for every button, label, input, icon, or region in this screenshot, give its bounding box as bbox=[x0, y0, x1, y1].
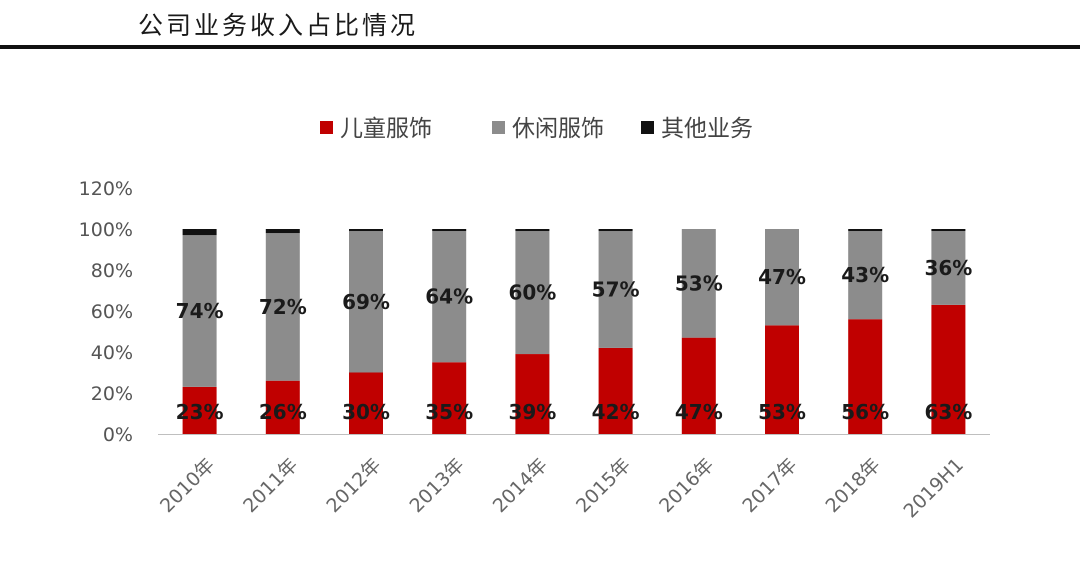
bar-segment bbox=[681, 229, 716, 338]
y-tick-label: 80% bbox=[91, 260, 133, 282]
data-label: 39% bbox=[508, 400, 556, 424]
data-label: 23% bbox=[176, 400, 224, 424]
bar-segment bbox=[598, 231, 633, 348]
data-label: 53% bbox=[758, 400, 806, 424]
y-axis: 0% 20% 40% 60% 80% 100% 120% bbox=[79, 178, 133, 446]
x-tick-label: 2013年 bbox=[406, 454, 469, 517]
bar-segment bbox=[515, 354, 550, 434]
data-label: 36% bbox=[924, 256, 972, 280]
x-axis: 2010年 2011年 2012年 2013年 2014年 2015年 2016年 2017年… bbox=[156, 434, 990, 522]
page-title: 公司业务收入占比情况 bbox=[138, 11, 419, 40]
data-label: 63% bbox=[924, 400, 972, 424]
data-label: 35% bbox=[425, 400, 473, 424]
data-label: 64% bbox=[425, 285, 473, 309]
bar-segment bbox=[349, 229, 383, 232]
bar-segment bbox=[182, 386, 217, 434]
bar-segment bbox=[765, 229, 799, 326]
bar-segment bbox=[265, 380, 300, 434]
bar-segment bbox=[265, 229, 300, 234]
bar-segment bbox=[598, 347, 633, 434]
bar-segment bbox=[432, 362, 467, 434]
data-label: 56% bbox=[841, 400, 889, 424]
y-tick-label: 40% bbox=[91, 342, 133, 364]
bar-segment bbox=[265, 233, 300, 381]
data-label: 74% bbox=[176, 299, 224, 323]
data-label: 47% bbox=[758, 265, 806, 289]
bar-segment bbox=[848, 319, 883, 434]
legend-swatch bbox=[492, 121, 505, 134]
bars bbox=[182, 229, 966, 434]
bar-segment bbox=[349, 372, 383, 434]
bar-segment bbox=[931, 304, 966, 434]
x-tick-label: 2019H1 bbox=[900, 454, 968, 522]
data-label: 72% bbox=[259, 295, 307, 319]
x-tick-label: 2016年 bbox=[655, 454, 718, 517]
bar-segment bbox=[765, 325, 799, 434]
data-label: 30% bbox=[342, 400, 390, 424]
bar-segment bbox=[598, 229, 633, 232]
bar-segment bbox=[432, 229, 467, 232]
legend-label: 其他业务 bbox=[661, 116, 753, 142]
x-tick-label: 2018年 bbox=[822, 454, 885, 517]
bar-segment bbox=[515, 229, 550, 232]
data-label: 47% bbox=[675, 400, 723, 424]
x-tick-label: 2014年 bbox=[489, 454, 552, 517]
data-label: 26% bbox=[259, 400, 307, 424]
bar-segment bbox=[848, 229, 883, 232]
bar-segment bbox=[931, 229, 966, 232]
bar-segment bbox=[349, 231, 383, 373]
bar-segment bbox=[848, 231, 883, 320]
bar-segment bbox=[681, 337, 716, 434]
data-label: 42% bbox=[592, 400, 640, 424]
data-label: 57% bbox=[592, 277, 640, 301]
legend-swatch bbox=[641, 121, 654, 134]
bar-segment bbox=[432, 231, 467, 363]
x-tick-label: 2010年 bbox=[156, 454, 219, 517]
y-tick-label: 120% bbox=[79, 178, 133, 200]
data-label: 53% bbox=[675, 271, 723, 295]
data-label: 43% bbox=[841, 263, 889, 287]
bar-segment bbox=[182, 235, 217, 387]
y-tick-label: 20% bbox=[91, 383, 133, 405]
bar-segment bbox=[515, 231, 550, 355]
title-divider bbox=[0, 45, 1080, 49]
x-tick-label: 2017年 bbox=[738, 454, 801, 517]
legend: 儿童服饰 休闲服饰 其他业务 bbox=[320, 116, 753, 142]
legend-label: 休闲服饰 bbox=[512, 116, 604, 142]
x-tick-label: 2015年 bbox=[572, 454, 635, 517]
legend-label: 儿童服饰 bbox=[340, 116, 432, 142]
data-labels: 23% 74% 26% 72% 30% 69% 35% 64% 39% 60% 42% 57% 47% 5… bbox=[176, 256, 973, 424]
legend-swatch bbox=[320, 121, 333, 134]
x-tick-label: 2012年 bbox=[322, 454, 385, 517]
bar-segment bbox=[182, 229, 217, 236]
y-tick-label: 60% bbox=[91, 301, 133, 323]
data-label: 60% bbox=[508, 281, 556, 305]
bar-segment bbox=[931, 231, 966, 305]
data-label: 69% bbox=[342, 290, 390, 314]
y-tick-label: 0% bbox=[103, 424, 133, 446]
y-tick-label: 100% bbox=[79, 219, 133, 241]
x-tick-label: 2011年 bbox=[239, 454, 302, 517]
